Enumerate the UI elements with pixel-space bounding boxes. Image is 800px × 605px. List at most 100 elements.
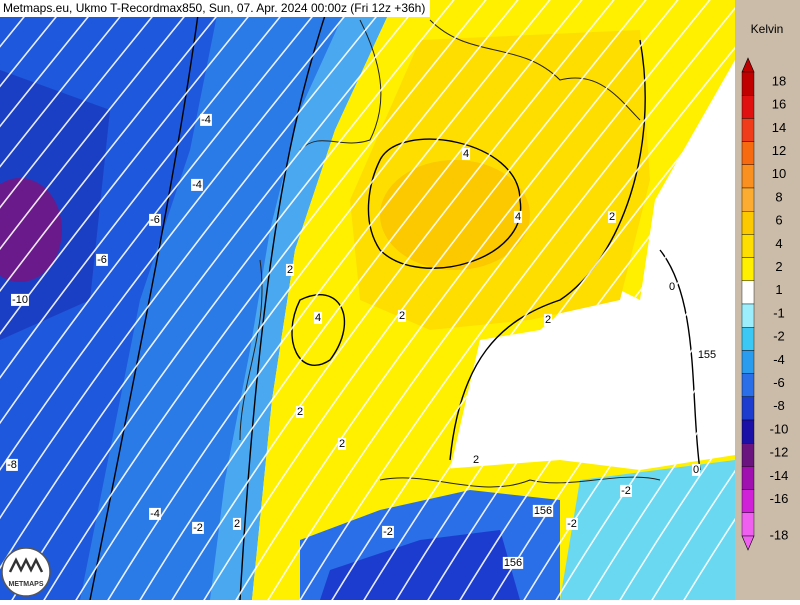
legend-swatch: [741, 187, 755, 212]
contour: [367, 138, 522, 269]
isotherm: [0, 0, 167, 209]
isotherm: [0, 0, 199, 251]
isotherm: [0, 0, 135, 168]
contour-label: 0: [693, 464, 699, 476]
contour-label-box: [502, 556, 524, 569]
contour-label-box: [6, 458, 18, 471]
cold-core: [0, 178, 62, 282]
logo-mark: [8, 557, 44, 573]
title-background: [0, 0, 430, 17]
legend-swatch: [741, 396, 755, 421]
contour-label: -2: [383, 526, 393, 538]
legend-swatch: [741, 164, 755, 189]
isotherm: [680, 421, 800, 605]
contour: [659, 249, 701, 471]
legend-label: 6: [775, 213, 782, 228]
contour-label-box: [285, 263, 295, 276]
isotherm: [648, 376, 800, 605]
legend-swatch: [741, 94, 755, 119]
contour-label-box: [11, 293, 29, 306]
contour-label-box: [532, 504, 554, 517]
legend-swatch: [741, 303, 755, 328]
contour: [449, 39, 646, 461]
isotherm: [40, 0, 487, 605]
isotherm: [296, 0, 743, 605]
legend-label: -1: [773, 305, 785, 320]
contour-label: 0: [669, 281, 675, 293]
contour-label-box: [620, 484, 632, 497]
title: Metmaps.eu, Ukmo T-Recordmax850, Sun, 07…: [3, 1, 425, 15]
legend: Kelvin 18 16 14 12 10 8 6 4 2 1 -1 -2 -4 -6 -8 -10 -12 -1…: [735, 0, 800, 600]
contour-label-box: [232, 517, 242, 530]
logo-circle: [1, 547, 51, 597]
contour: [291, 294, 346, 366]
legend-label: 12: [772, 143, 786, 158]
contour-label-box: [149, 213, 161, 226]
legend-label: -4: [773, 352, 785, 367]
contour-label: 156: [504, 557, 522, 569]
legend-label: 4: [775, 236, 782, 251]
contour: [89, 0, 201, 601]
contour-label-box: [295, 405, 305, 418]
contour-label-box: [461, 147, 471, 160]
contour-label: 2: [339, 438, 345, 450]
contour-label-box: [667, 280, 677, 293]
legend-label: 16: [772, 97, 786, 112]
contour-label-box: [513, 210, 523, 223]
isotherm: [0, 0, 263, 336]
legend-swatch: [741, 466, 755, 490]
legend-label: -2: [773, 329, 785, 344]
contour-label: -2: [621, 485, 631, 497]
coastline: [429, 19, 641, 121]
isotherm: [0, 0, 438, 600]
isotherm: [264, 0, 711, 605]
contour-label: 4: [315, 312, 321, 324]
white-patch: [475, 355, 565, 405]
contour-label: 4: [515, 211, 521, 223]
isotherm: [0, 0, 406, 600]
legend-swatch: [741, 489, 755, 514]
legend-unit: Kelvin: [751, 22, 784, 36]
contour-lines: [89, 0, 701, 601]
legend-label: -6: [773, 375, 785, 390]
contour-label-box: [566, 517, 578, 530]
legend-label: -14: [770, 468, 789, 483]
legend-label: 18: [772, 73, 786, 88]
contour-label: 2: [399, 310, 405, 322]
legend-swatch: [741, 373, 755, 398]
isotherm: [0, 0, 327, 425]
legend-swatch: [741, 280, 755, 305]
legend-swatch: [741, 141, 755, 166]
legend-label: 8: [775, 189, 782, 204]
contour-label: -4: [192, 179, 202, 191]
coastline: [379, 476, 661, 488]
contour-label: 2: [287, 264, 293, 276]
contour-label: 155: [698, 349, 716, 361]
legend-label: -18: [770, 527, 789, 542]
isotherm: [0, 0, 231, 293]
isotherm: [0, 0, 359, 471]
coastline: [299, 19, 382, 151]
legend-label: 10: [772, 166, 786, 181]
contour-label: -4: [201, 114, 211, 126]
legend-swatch: [741, 443, 755, 467]
contour-label: -6: [97, 254, 107, 266]
contour: [239, 0, 331, 601]
legend-label: -12: [770, 445, 789, 460]
contour-label: 4: [463, 148, 469, 160]
contour-label-box: [149, 507, 161, 520]
isotherm: [616, 332, 800, 605]
contour-label-box: [200, 113, 212, 126]
isotherm: [488, 165, 800, 605]
isotherm: [520, 206, 800, 605]
contour-label: 2: [297, 406, 303, 418]
isotherm: [72, 0, 519, 605]
legend-swatch: [741, 512, 755, 537]
contour-label-box: [397, 309, 407, 322]
contour-label-box: [337, 437, 347, 450]
contour-label-box: [471, 453, 481, 466]
legend-swatch: [741, 419, 755, 444]
